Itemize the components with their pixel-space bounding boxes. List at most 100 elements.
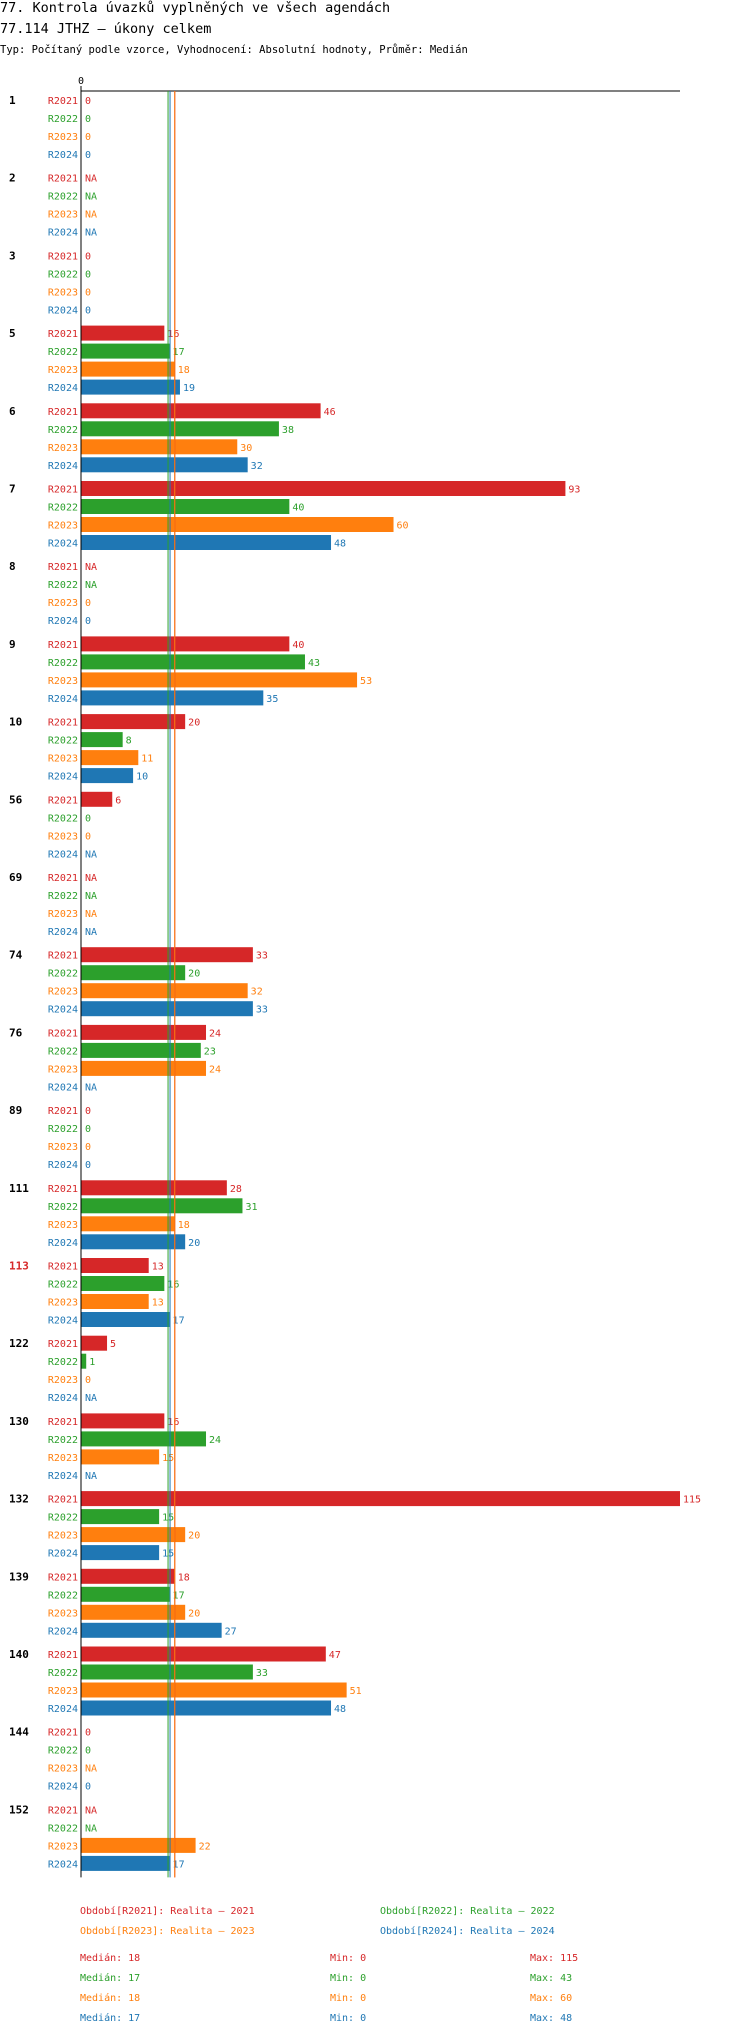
- series-label-140-r2022: R2022: [48, 1668, 78, 1679]
- series-label-5-r2022: R2022: [48, 347, 78, 358]
- series-label-9-r2021: R2021: [48, 640, 78, 651]
- bar-9-r2023: [81, 672, 358, 688]
- series-label-6-r2024: R2024: [48, 461, 78, 472]
- value-label-2-r2021: NA: [85, 174, 97, 185]
- value-label-6-r2024: 32: [251, 461, 263, 472]
- bar-9-r2021: [81, 636, 290, 652]
- value-label-140-r2021: 47: [329, 1650, 341, 1661]
- series-label-130-r2021: R2021: [48, 1417, 78, 1428]
- series-label-152-r2024: R2024: [48, 1859, 78, 1870]
- series-label-6-r2022: R2022: [48, 425, 78, 436]
- value-label-140-r2023: 51: [350, 1686, 362, 1697]
- value-label-2-r2024: NA: [85, 228, 97, 239]
- bar-130-r2021: [81, 1413, 165, 1429]
- value-label-69-r2024: NA: [85, 927, 97, 938]
- group-label-69: 69: [9, 871, 22, 884]
- series-label-6-r2023: R2023: [48, 443, 78, 454]
- value-label-111-r2024: 20: [188, 1238, 200, 1249]
- value-label-130-r2024: NA: [85, 1471, 97, 1482]
- series-label-144-r2023: R2023: [48, 1764, 78, 1775]
- bar-5-r2024: [81, 379, 180, 395]
- series-label-74-r2021: R2021: [48, 951, 78, 962]
- stat-min-r2024: Min: 0: [330, 2013, 367, 2024]
- value-label-7-r2024: 48: [334, 539, 346, 550]
- value-label-111-r2023: 18: [178, 1220, 190, 1231]
- bar-76-r2022: [81, 1042, 201, 1058]
- value-label-132-r2023: 20: [188, 1531, 200, 1542]
- value-label-6-r2023: 30: [240, 443, 252, 454]
- value-label-1-r2021: 0: [85, 96, 91, 107]
- series-label-2-r2024: R2024: [48, 228, 78, 239]
- series-label-1-r2022: R2022: [48, 114, 78, 125]
- value-label-122-r2021: 5: [110, 1339, 116, 1350]
- group-label-6: 6: [9, 405, 16, 418]
- series-label-144-r2024: R2024: [48, 1782, 78, 1793]
- value-label-152-r2021: NA: [85, 1805, 97, 1816]
- group-label-139: 139: [9, 1570, 29, 1583]
- bar-140-r2021: [81, 1646, 326, 1662]
- series-label-89-r2024: R2024: [48, 1160, 78, 1171]
- value-label-74-r2022: 20: [188, 969, 200, 980]
- series-label-56-r2023: R2023: [48, 831, 78, 842]
- series-label-130-r2023: R2023: [48, 1453, 78, 1464]
- series-label-74-r2023: R2023: [48, 987, 78, 998]
- series-label-7-r2021: R2021: [48, 485, 78, 496]
- series-label-132-r2021: R2021: [48, 1495, 78, 1506]
- series-label-1-r2023: R2023: [48, 132, 78, 143]
- series-label-132-r2022: R2022: [48, 1513, 78, 1524]
- value-label-56-r2023: 0: [85, 831, 91, 842]
- value-label-7-r2021: 93: [568, 485, 580, 496]
- series-label-113-r2023: R2023: [48, 1298, 78, 1309]
- group-label-140: 140: [9, 1648, 29, 1661]
- stat-max-r2024: Max: 48: [530, 2013, 573, 2024]
- group-label-2: 2: [9, 172, 16, 185]
- series-label-144-r2021: R2021: [48, 1728, 78, 1739]
- bar-152-r2023: [81, 1837, 196, 1853]
- series-label-2-r2022: R2022: [48, 192, 78, 203]
- series-label-130-r2024: R2024: [48, 1471, 78, 1482]
- value-label-6-r2022: 38: [282, 425, 294, 436]
- value-label-5-r2024: 19: [183, 383, 195, 394]
- bar-5-r2023: [81, 361, 175, 377]
- group-label-76: 76: [9, 1026, 23, 1039]
- value-label-152-r2022: NA: [85, 1823, 97, 1834]
- bar-6-r2023: [81, 439, 238, 455]
- series-label-113-r2021: R2021: [48, 1262, 78, 1273]
- series-label-89-r2021: R2021: [48, 1106, 78, 1117]
- bar-74-r2022: [81, 965, 186, 981]
- series-label-113-r2024: R2024: [48, 1316, 78, 1327]
- series-label-10-r2021: R2021: [48, 718, 78, 729]
- series-label-74-r2024: R2024: [48, 1005, 78, 1016]
- series-label-130-r2022: R2022: [48, 1435, 78, 1446]
- value-label-5-r2021: 16: [167, 329, 179, 340]
- chart-description: Typ: Počítaný podle vzorce, Vyhodnocení:…: [0, 44, 468, 56]
- group-label-113: 113: [9, 1260, 29, 1273]
- series-label-111-r2022: R2022: [48, 1202, 78, 1213]
- value-label-7-r2022: 40: [292, 503, 304, 514]
- series-label-56-r2024: R2024: [48, 849, 78, 860]
- series-label-140-r2021: R2021: [48, 1650, 78, 1661]
- series-label-139-r2022: R2022: [48, 1590, 78, 1601]
- stat-median-r2022: Medián: 17: [80, 1973, 141, 1984]
- value-label-140-r2022: 33: [256, 1668, 268, 1679]
- stat-min-r2023: Min: 0: [330, 1993, 367, 2004]
- series-label-10-r2024: R2024: [48, 772, 78, 783]
- value-label-76-r2021: 24: [209, 1028, 221, 1039]
- legend-r2023: Období[R2023]: Realita – 2023: [80, 1926, 255, 1937]
- series-label-3-r2022: R2022: [48, 269, 78, 280]
- series-label-76-r2022: R2022: [48, 1046, 78, 1057]
- bar-132-r2023: [81, 1527, 186, 1543]
- bar-130-r2022: [81, 1431, 207, 1447]
- bar-139-r2023: [81, 1604, 186, 1620]
- legend-r2021: Období[R2021]: Realita – 2021: [80, 1906, 255, 1917]
- bar-111-r2023: [81, 1216, 175, 1232]
- value-label-144-r2024: 0: [85, 1782, 91, 1793]
- value-label-122-r2022: 1: [89, 1357, 95, 1368]
- stat-median-r2024: Medián: 17: [80, 2013, 141, 2024]
- group-label-74: 74: [9, 949, 23, 962]
- bar-140-r2022: [81, 1664, 253, 1680]
- bar-139-r2021: [81, 1568, 175, 1584]
- value-label-10-r2021: 20: [188, 718, 200, 729]
- group-label-152: 152: [9, 1803, 29, 1816]
